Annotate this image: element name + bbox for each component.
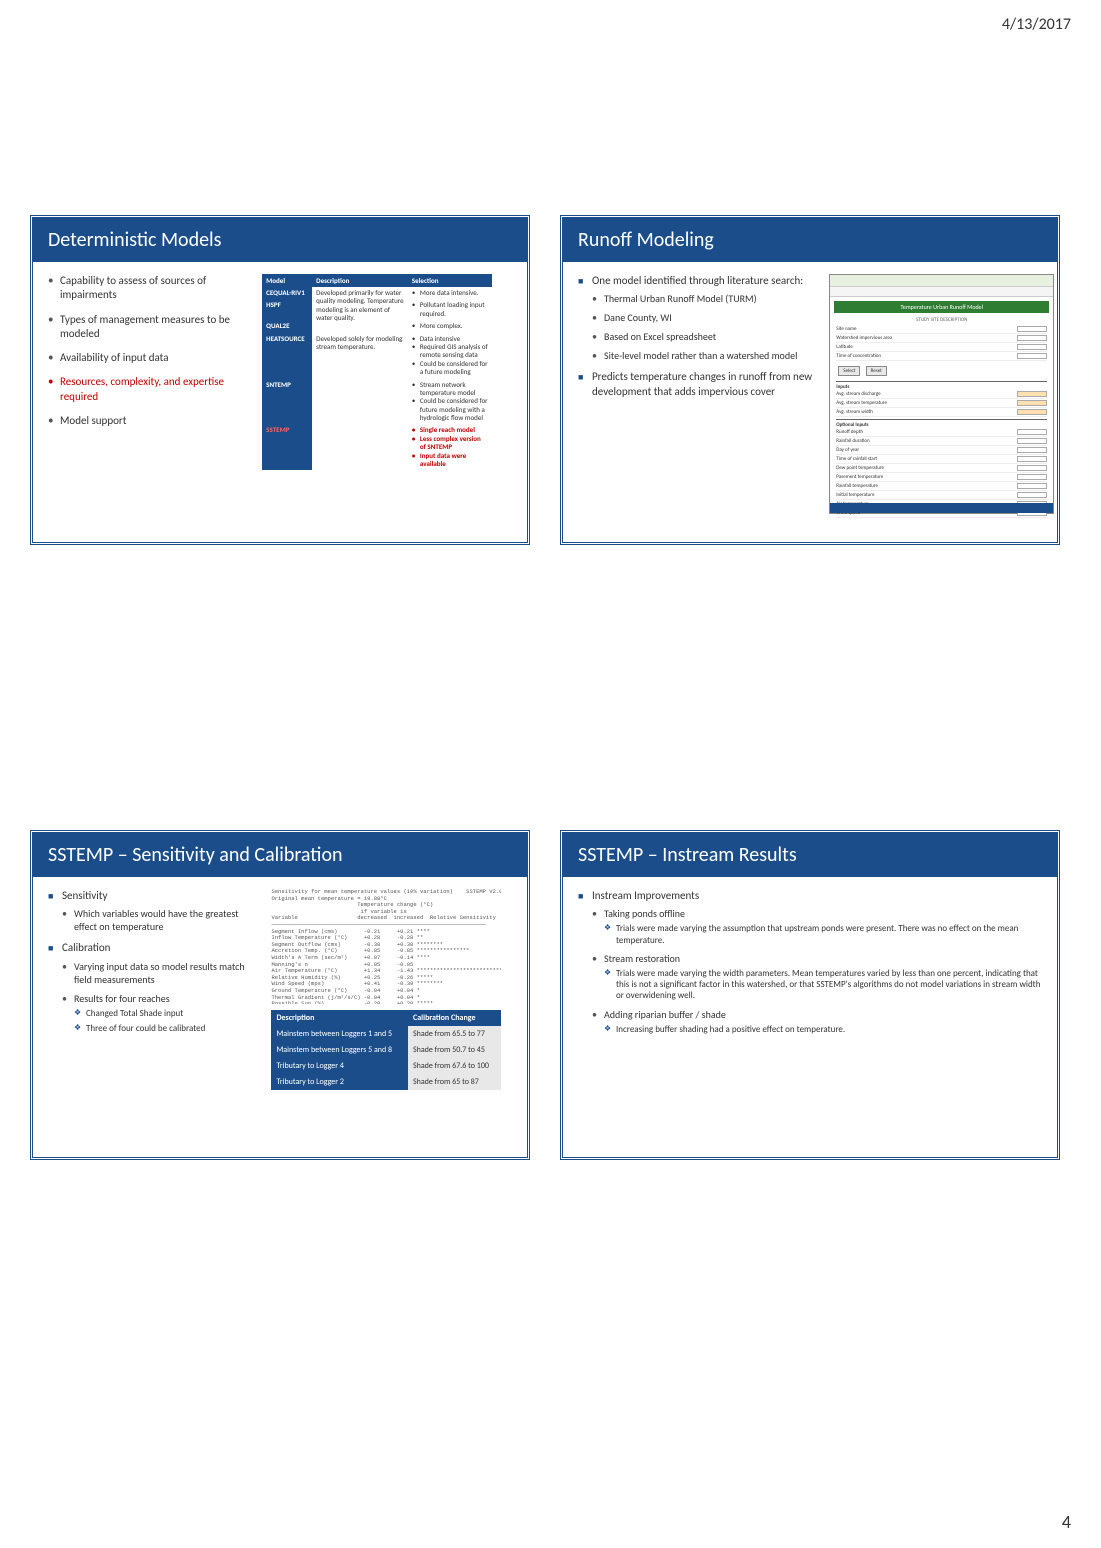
selection-cell: Single reach modelLess complex version o… (408, 424, 492, 470)
calib-diamond-item: Three of four could be calibrated (74, 1023, 261, 1034)
table-header: Description (312, 274, 408, 287)
excel-title: Temperature Urban Runoff Model (834, 301, 1049, 313)
instream-item: Taking ponds offlineTrials were made var… (592, 907, 1042, 946)
calib-sub-item: Varying input data so model results matc… (62, 960, 261, 986)
calib-desc-cell: Tributary to Logger 2 (271, 1074, 408, 1090)
sensitivity-heading: Sensitivity (62, 889, 107, 902)
slide-title: Deterministic Models (33, 218, 527, 262)
model-cell: HSPF (262, 299, 312, 320)
calib-desc-cell: Mainstem between Loggers 1 and 5 (271, 1026, 408, 1042)
runoff-item: One model identified through literature … (578, 274, 819, 362)
calib-change-cell: Shade from 50.7 to 45 (408, 1042, 501, 1058)
sensitivity-output: Sensitivity for mean temperature values … (271, 889, 501, 1004)
table-header: Description (271, 1010, 408, 1026)
slide-runoff-modeling: Runoff Modeling One model identified thr… (560, 215, 1060, 545)
criteria-item: Capability to assess of sources of impai… (48, 274, 252, 303)
calib-sub-item: Results for four reachesChanged Total Sh… (62, 992, 261, 1035)
calib-change-cell: Shade from 67.6 to 100 (408, 1058, 501, 1074)
sens-sub-item: Which variables would have the greatest … (62, 907, 261, 933)
calib-change-cell: Shade from 65.5 to 77 (408, 1026, 501, 1042)
calibration-table: DescriptionCalibration ChangeMainstem be… (271, 1010, 501, 1090)
calib-diamond-item: Changed Total Shade input (74, 1008, 261, 1019)
desc-cell: Developed primarily for water quality mo… (312, 287, 408, 333)
runoff-sub-item: Site-level model rather than a watershed… (592, 349, 819, 362)
selection-cell: Pollutant loading input required. (408, 299, 492, 320)
desc-cell: Developed solely for modeling stream tem… (312, 333, 408, 471)
instream-note: Trials were made varying the width param… (604, 968, 1042, 1002)
sens-calib-bullets: Sensitivity Which variables would have t… (48, 889, 261, 1034)
instream-item: Adding riparian buffer / shadeIncreasing… (592, 1008, 1042, 1035)
page-date: 4/13/2017 (1002, 15, 1071, 34)
model-cell: HEATSOURCE (262, 333, 312, 379)
criteria-item: Types of management measures to be model… (48, 313, 252, 342)
instream-item: Stream restorationTrials were made varyi… (592, 952, 1042, 1002)
criteria-item: Resources, complexity, and expertise req… (48, 375, 252, 404)
calibration-heading: Calibration (62, 941, 110, 954)
instream-list: Instream Improvements Taking ponds offli… (578, 889, 1042, 1035)
slide-title: SSTEMP – Instream Results (563, 833, 1057, 877)
page-number: 4 (1062, 1511, 1071, 1533)
runoff-bullets: One model identified through literature … (578, 274, 819, 399)
model-cell: CEQUAL-RIV1 (262, 287, 312, 299)
table-header: Calibration Change (408, 1010, 501, 1026)
models-table: ModelDescriptionSelectionCEQUAL-RIV1Deve… (262, 274, 492, 470)
model-cell: SSTEMP (262, 424, 312, 470)
excel-screenshot: Temperature Urban Runoff Model STUDY SIT… (829, 274, 1054, 514)
calib-desc-cell: Mainstem between Loggers 5 and 8 (271, 1042, 408, 1058)
criteria-item: Model support (48, 414, 252, 428)
selection-cell: Data intensiveRequired GIS analysis of r… (408, 333, 492, 379)
instream-note: Increasing buffer shading had a positive… (604, 1024, 1042, 1035)
slide-deterministic-models: Deterministic Models Capability to asses… (30, 215, 530, 545)
runoff-sub-item: Thermal Urban Runoff Model (TURM) (592, 292, 819, 305)
table-header: Model (262, 274, 312, 287)
selection-cell: Stream network temperature modelCould be… (408, 379, 492, 425)
table-header: Selection (408, 274, 492, 287)
slide-title: SSTEMP – Sensitivity and Calibration (33, 833, 527, 877)
model-cell: SNTEMP (262, 379, 312, 425)
runoff-sub-item: Dane County, WI (592, 311, 819, 324)
calib-desc-cell: Tributary to Logger 4 (271, 1058, 408, 1074)
model-cell: QUAL2E (262, 320, 312, 332)
slide-title: Runoff Modeling (563, 218, 1057, 262)
instream-heading: Instream Improvements (592, 889, 699, 902)
slide-instream-results: SSTEMP – Instream Results Instream Impro… (560, 830, 1060, 1160)
selection-cell: More data intensive. (408, 287, 492, 299)
calib-change-cell: Shade from 65 to 87 (408, 1074, 501, 1090)
criteria-item: Availability of input data (48, 351, 252, 365)
selection-cell: More complex. (408, 320, 492, 332)
instream-note: Trials were made varying the assumption … (604, 923, 1042, 946)
runoff-sub-item: Based on Excel spreadsheet (592, 330, 819, 343)
criteria-list: Capability to assess of sources of impai… (48, 274, 252, 428)
runoff-item: Predicts temperature changes in runoff f… (578, 370, 819, 399)
slide-sensitivity-calibration: SSTEMP – Sensitivity and Calibration Sen… (30, 830, 530, 1160)
